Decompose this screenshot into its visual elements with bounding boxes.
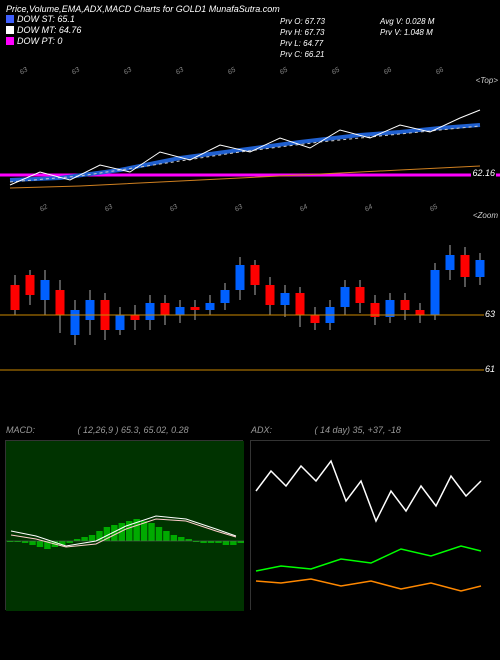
line-xtick: 65 xyxy=(227,67,237,77)
swatch-dow-mt xyxy=(6,26,14,34)
line-xtick: 63 xyxy=(71,67,81,77)
candle-chart-ylabel: <Zoom xyxy=(473,211,498,220)
legend-dow-pt-label: DOW PT: 0 xyxy=(17,36,62,46)
candle-xtick: 65 xyxy=(429,204,439,214)
chart-title: Price,Volume,EMA,ADX,MACD Charts for GOL… xyxy=(6,4,494,14)
line-xtick: 65 xyxy=(279,67,289,77)
line-xtick: 63 xyxy=(123,67,133,77)
legend-dow-st: DOW ST: 65.1 xyxy=(6,14,81,24)
legend-dow-st-label: DOW ST: 65.1 xyxy=(17,14,75,24)
macd-params: ( 12,26,9 ) 65.3, 65.02, 0.28 xyxy=(78,425,189,435)
line-xtick: 63 xyxy=(175,67,185,77)
candle-hline-label: 61 xyxy=(484,364,496,374)
candle-xtick: 63 xyxy=(104,204,114,214)
candle-chart: <Zoom 62636363646465 6361 xyxy=(0,215,500,375)
candle-hline-label: 63 xyxy=(484,309,496,319)
legend-dow-pt: DOW PT: 0 xyxy=(6,36,81,46)
price-annotation: 62.16 xyxy=(471,168,496,178)
candle-xtick: 62 xyxy=(39,204,49,214)
legend-dow-mt: DOW MT: 64.76 xyxy=(6,25,81,35)
swatch-dow-pt xyxy=(6,37,14,45)
legend-dow-mt-label: DOW MT: 64.76 xyxy=(17,25,81,35)
candle-xtick: 63 xyxy=(169,204,179,214)
line-xtick: 66 xyxy=(383,67,393,77)
swatch-dow-st xyxy=(6,15,14,23)
macd-label: MACD: xyxy=(6,425,35,435)
line-chart-ylabel: <Top> xyxy=(476,76,498,85)
stats-volume: Avg V: 0.028 MPrv V: 1.048 M xyxy=(380,16,434,38)
macd-panel: MACD: ( 12,26,9 ) 65.3, 65.02, 0.28 xyxy=(5,440,243,610)
adx-params: ( 14 day) 35, +37, -18 xyxy=(315,425,401,435)
line-xtick: 65 xyxy=(331,67,341,77)
line-chart: <Top> 62.16 636363636565656666 xyxy=(0,80,500,190)
candle-xtick: 64 xyxy=(299,204,309,214)
candle-xtick: 64 xyxy=(364,204,374,214)
line-xtick: 63 xyxy=(19,67,29,77)
adx-label: ADX: xyxy=(251,425,272,435)
adx-panel: ADX: ( 14 day) 35, +37, -18 xyxy=(250,440,490,610)
stats-ohlc: Prv O: 67.73Prv H: 67.73Prv L: 64.77Prv … xyxy=(280,16,325,60)
line-xtick: 66 xyxy=(435,67,445,77)
candle-xtick: 63 xyxy=(234,204,244,214)
